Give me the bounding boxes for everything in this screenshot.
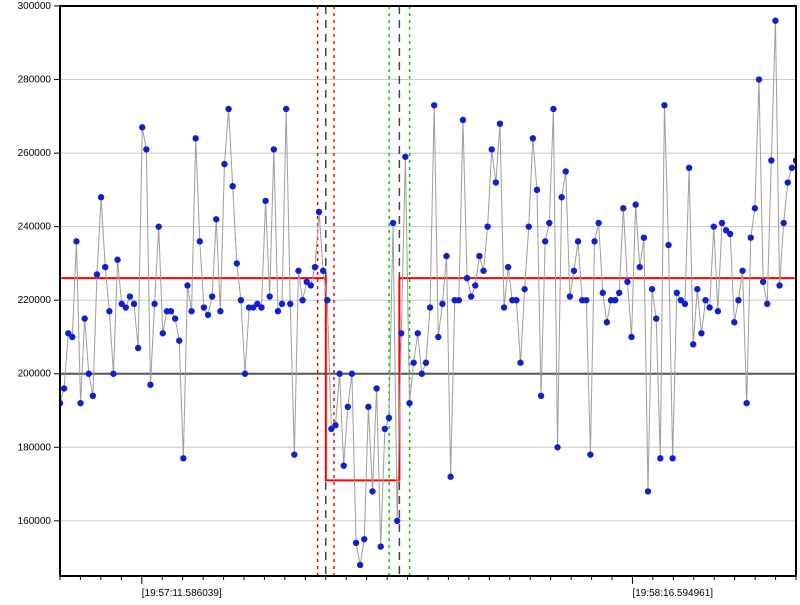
y-tick-label: 300000 bbox=[18, 1, 52, 12]
y-tick-label: 200000 bbox=[18, 369, 52, 380]
y-tick-label: 260000 bbox=[18, 148, 52, 159]
y-tick-label: 240000 bbox=[18, 222, 52, 233]
y-tick-label: 220000 bbox=[18, 295, 52, 306]
y-tick-label: 180000 bbox=[18, 442, 52, 453]
x-tick-label: [19:58:16.594961] bbox=[632, 588, 713, 599]
timeseries-chart: 160000 180000 200000 220000 240000 260000 2800… bbox=[0, 0, 800, 605]
y-tick-label: 280000 bbox=[18, 75, 52, 86]
y-tick-label: 160000 bbox=[18, 516, 52, 527]
x-tick-label: [19:57:11.586039] bbox=[142, 588, 222, 599]
